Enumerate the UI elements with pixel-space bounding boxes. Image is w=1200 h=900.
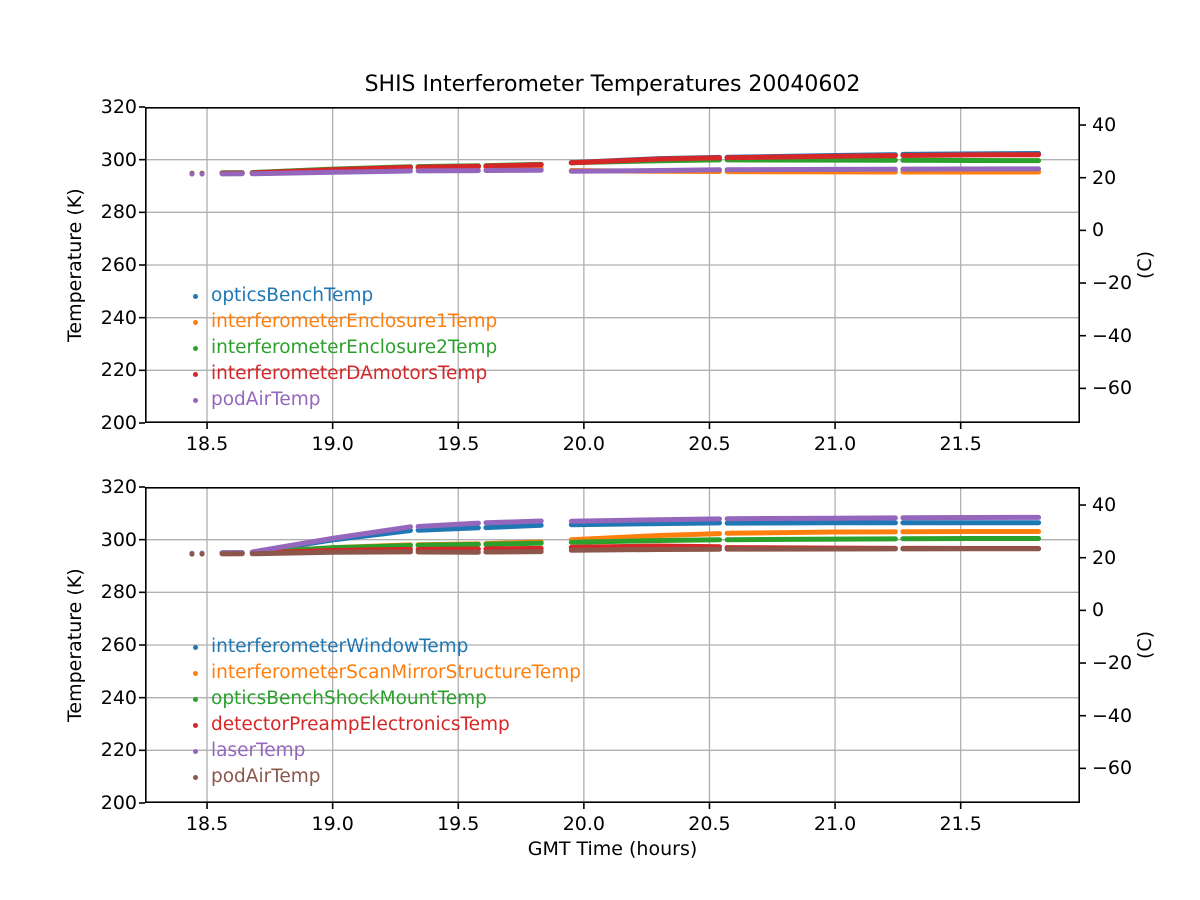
legend-item: podAirTemp bbox=[193, 764, 581, 790]
y-tick-label-kelvin: 300 bbox=[100, 528, 137, 551]
y-tick-label-kelvin: 220 bbox=[100, 359, 137, 382]
x-tick-label: 20.0 bbox=[562, 433, 606, 455]
x-tick-label: 18.5 bbox=[185, 433, 229, 455]
legend-item: interferometerDAmotorsTemp bbox=[193, 361, 497, 387]
top-chart-plot-area bbox=[139, 106, 1086, 429]
y-tick-label-kelvin: 280 bbox=[100, 201, 137, 224]
legend-item: opticsBenchTemp bbox=[193, 283, 497, 309]
legend-label: podAirTemp bbox=[211, 389, 321, 410]
y-tick-label-kelvin: 200 bbox=[100, 792, 137, 814]
legend-marker-dot bbox=[193, 748, 198, 754]
bottom-chart-legend: interferometerWindowTemp interferometerSc… bbox=[193, 634, 581, 790]
y-tick-label-celsius: −40 bbox=[1092, 324, 1133, 347]
legend-item: interferometerWindowTemp bbox=[193, 634, 581, 660]
legend-label: podAirTemp bbox=[211, 766, 321, 787]
x-tick-label: 20.5 bbox=[688, 813, 731, 835]
y-tick-label-kelvin: 320 bbox=[100, 476, 137, 498]
y-tick-label-kelvin: 260 bbox=[100, 254, 137, 276]
x-axis-label: GMT Time (hours) bbox=[527, 838, 698, 860]
legend-marker-dot bbox=[193, 670, 198, 676]
legend-label: interferometerScanMirrorStructureTemp bbox=[211, 662, 582, 683]
legend-marker-dot bbox=[193, 397, 198, 403]
legend-item: interferometerEnclosure1Temp bbox=[193, 309, 497, 335]
y-tick-label-kelvin: 280 bbox=[100, 581, 137, 604]
y-tick-label-kelvin: 300 bbox=[100, 148, 137, 171]
legend-label: interferometerDAmotorsTemp bbox=[211, 363, 488, 384]
legend-label: interferometerWindowTemp bbox=[211, 636, 469, 657]
y-tick-label-kelvin: 260 bbox=[100, 634, 137, 656]
legend-marker-dot bbox=[193, 696, 198, 702]
legend-label: detectorPreampElectronicsTemp bbox=[211, 714, 510, 735]
legend-marker-dot bbox=[193, 774, 198, 780]
y-tick-label-celsius: 0 bbox=[1092, 599, 1105, 622]
x-tick-label: 19.5 bbox=[437, 813, 480, 835]
y-tick-label-kelvin: 240 bbox=[100, 306, 137, 329]
legend-label: laserTemp bbox=[211, 740, 306, 761]
legend-item: interferometerScanMirrorStructureTemp bbox=[193, 660, 581, 686]
y-tick-label-kelvin: 320 bbox=[100, 96, 137, 118]
bottom-y-axis-label-kelvin: Temperature (K) bbox=[64, 568, 86, 722]
y-tick-label-celsius: −40 bbox=[1092, 704, 1133, 727]
y-tick-label-celsius: −20 bbox=[1092, 272, 1133, 295]
legend-label: interferometerEnclosure2Temp bbox=[211, 337, 498, 358]
y-tick-label-kelvin: 220 bbox=[100, 739, 137, 762]
top-chart-legend: opticsBenchTemp interferometerEnclosure1T… bbox=[193, 283, 497, 413]
y-tick-label-celsius: 40 bbox=[1092, 114, 1117, 137]
x-tick-label: 21.0 bbox=[813, 433, 857, 455]
y-tick-label-celsius: 20 bbox=[1092, 546, 1117, 569]
bottom-chart-plot-area bbox=[139, 486, 1086, 809]
legend-marker-dot bbox=[193, 293, 198, 299]
y-tick-label-celsius: 40 bbox=[1092, 494, 1117, 517]
legend-marker-dot bbox=[193, 319, 198, 325]
y-tick-label-celsius: −60 bbox=[1092, 377, 1133, 400]
legend-item: detectorPreampElectronicsTemp bbox=[193, 712, 581, 738]
legend-marker-dot bbox=[193, 371, 198, 377]
legend-marker-dot bbox=[193, 722, 198, 728]
x-tick-label: 21.5 bbox=[939, 433, 982, 455]
y-tick-label-celsius: 0 bbox=[1092, 219, 1105, 242]
y-tick-label-celsius: −60 bbox=[1092, 757, 1133, 780]
x-tick-label: 21.5 bbox=[939, 813, 982, 835]
y-tick-label-celsius: 20 bbox=[1092, 166, 1117, 189]
x-tick-label: 18.5 bbox=[185, 813, 229, 835]
y-tick-label-kelvin: 200 bbox=[100, 412, 137, 434]
x-tick-label: 20.0 bbox=[562, 813, 606, 835]
bottom-y-axis-label-celsius: (C) bbox=[1134, 630, 1156, 660]
top-y-axis-label-celsius: (C) bbox=[1134, 250, 1156, 280]
legend-item: podAirTemp bbox=[193, 387, 497, 413]
x-tick-label: 21.0 bbox=[813, 813, 857, 835]
legend-item: interferometerEnclosure2Temp bbox=[193, 335, 497, 361]
chart-title: SHIS Interferometer Temperatures 2004060… bbox=[364, 72, 861, 97]
top-y-axis-label-kelvin: Temperature (K) bbox=[64, 188, 86, 342]
legend-item: opticsBenchShockMountTemp bbox=[193, 686, 581, 712]
x-tick-label: 19.0 bbox=[311, 813, 354, 835]
y-tick-label-kelvin: 240 bbox=[100, 686, 137, 709]
x-tick-label: 20.5 bbox=[688, 433, 731, 455]
legend-label: opticsBenchTemp bbox=[211, 285, 374, 306]
x-tick-label: 19.5 bbox=[437, 433, 480, 455]
legend-item: laserTemp bbox=[193, 738, 581, 764]
legend-label: opticsBenchShockMountTemp bbox=[211, 688, 487, 709]
y-tick-label-celsius: −20 bbox=[1092, 652, 1133, 675]
legend-label: interferometerEnclosure1Temp bbox=[211, 311, 498, 332]
x-tick-label: 19.0 bbox=[311, 433, 354, 455]
legend-marker-dot bbox=[193, 345, 198, 351]
legend-marker-dot bbox=[193, 644, 198, 650]
